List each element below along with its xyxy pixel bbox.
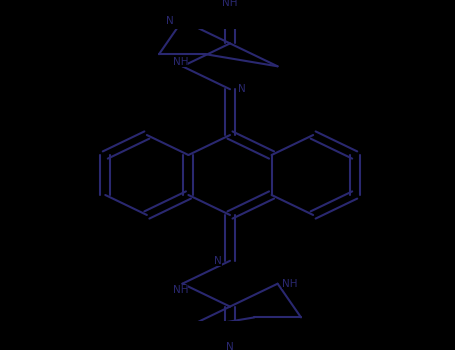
- Text: N: N: [214, 256, 222, 266]
- Text: NH: NH: [172, 57, 188, 67]
- Text: N: N: [238, 84, 246, 94]
- Text: NH: NH: [222, 0, 238, 8]
- Text: NH: NH: [282, 279, 298, 289]
- Text: N: N: [226, 342, 234, 350]
- Text: NH: NH: [172, 285, 188, 295]
- Text: N: N: [167, 15, 174, 26]
